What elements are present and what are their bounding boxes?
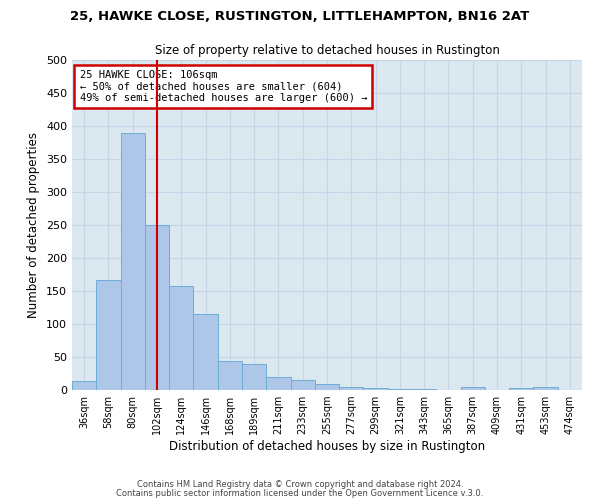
Bar — [218, 361, 242, 390]
Bar — [266, 378, 290, 390]
Text: 25, HAWKE CLOSE, RUSTINGTON, LITTLEHAMPTON, BN16 2AT: 25, HAWKE CLOSE, RUSTINGTON, LITTLEHAMPT… — [70, 10, 530, 23]
Y-axis label: Number of detached properties: Number of detached properties — [28, 132, 40, 318]
Bar — [533, 386, 558, 390]
Title: Size of property relative to detached houses in Rustington: Size of property relative to detached ho… — [155, 44, 499, 58]
Bar — [339, 386, 364, 390]
Bar — [169, 286, 193, 390]
Text: 25 HAWKE CLOSE: 106sqm
← 50% of detached houses are smaller (604)
49% of semi-de: 25 HAWKE CLOSE: 106sqm ← 50% of detached… — [80, 70, 367, 103]
Bar — [509, 388, 533, 390]
Text: Contains HM Land Registry data © Crown copyright and database right 2024.: Contains HM Land Registry data © Crown c… — [137, 480, 463, 489]
Bar — [364, 388, 388, 390]
Text: Contains public sector information licensed under the Open Government Licence v.: Contains public sector information licen… — [116, 488, 484, 498]
Bar — [96, 280, 121, 390]
Bar — [193, 314, 218, 390]
Bar — [121, 132, 145, 390]
Bar — [388, 388, 412, 390]
Bar — [72, 382, 96, 390]
Bar — [461, 386, 485, 390]
Bar — [290, 380, 315, 390]
Bar — [242, 364, 266, 390]
Bar — [315, 384, 339, 390]
X-axis label: Distribution of detached houses by size in Rustington: Distribution of detached houses by size … — [169, 440, 485, 453]
Bar — [145, 225, 169, 390]
